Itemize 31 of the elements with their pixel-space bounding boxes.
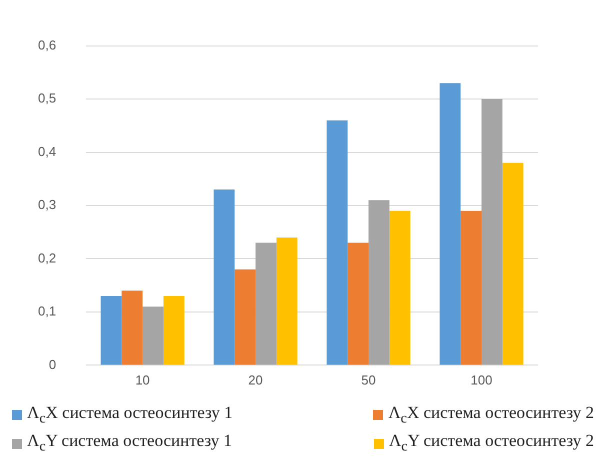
- bar: [460, 210, 482, 365]
- bar: [214, 190, 235, 365]
- x-tick-label: 100: [470, 372, 492, 388]
- bar: [256, 242, 276, 365]
- legend-label: Λ$_{c}$X система остеосинтезу 1: [27, 403, 233, 428]
- y-tick-label: 0: [48, 356, 56, 372]
- bar: [142, 306, 164, 365]
- bar: [482, 99, 502, 365]
- y-tick-label: 0,5: [38, 90, 56, 106]
- x-tick-label: 50: [361, 372, 376, 388]
- bar: [368, 200, 390, 365]
- x-tick-label: 20: [248, 372, 263, 388]
- y-tick-label: 0,1: [38, 304, 56, 319]
- legend-label: Λ$_{c}$Y система остеосинтезу 1: [27, 431, 232, 456]
- bar: [276, 237, 298, 365]
- y-tick-label: 0,6: [38, 37, 56, 52]
- bar: [348, 242, 369, 365]
- bar: [163, 296, 184, 365]
- legend-label: Λ$_{c}$Y система остеосинтезу 2: [388, 431, 594, 456]
- bar: [234, 269, 256, 365]
- bar: [100, 296, 122, 365]
- bar: [122, 290, 143, 365]
- y-tick-label: 0,2: [38, 250, 56, 266]
- legend-label: Λ$_{c}$X система остеосинтезу 2: [388, 403, 594, 428]
- bar: [326, 120, 348, 365]
- y-tick-label: 0,3: [38, 197, 56, 212]
- y-tick-label: 0,4: [38, 144, 56, 159]
- bar: [502, 162, 524, 365]
- bar: [440, 83, 461, 365]
- x-tick-label: 10: [135, 372, 150, 388]
- bar: [389, 210, 410, 365]
